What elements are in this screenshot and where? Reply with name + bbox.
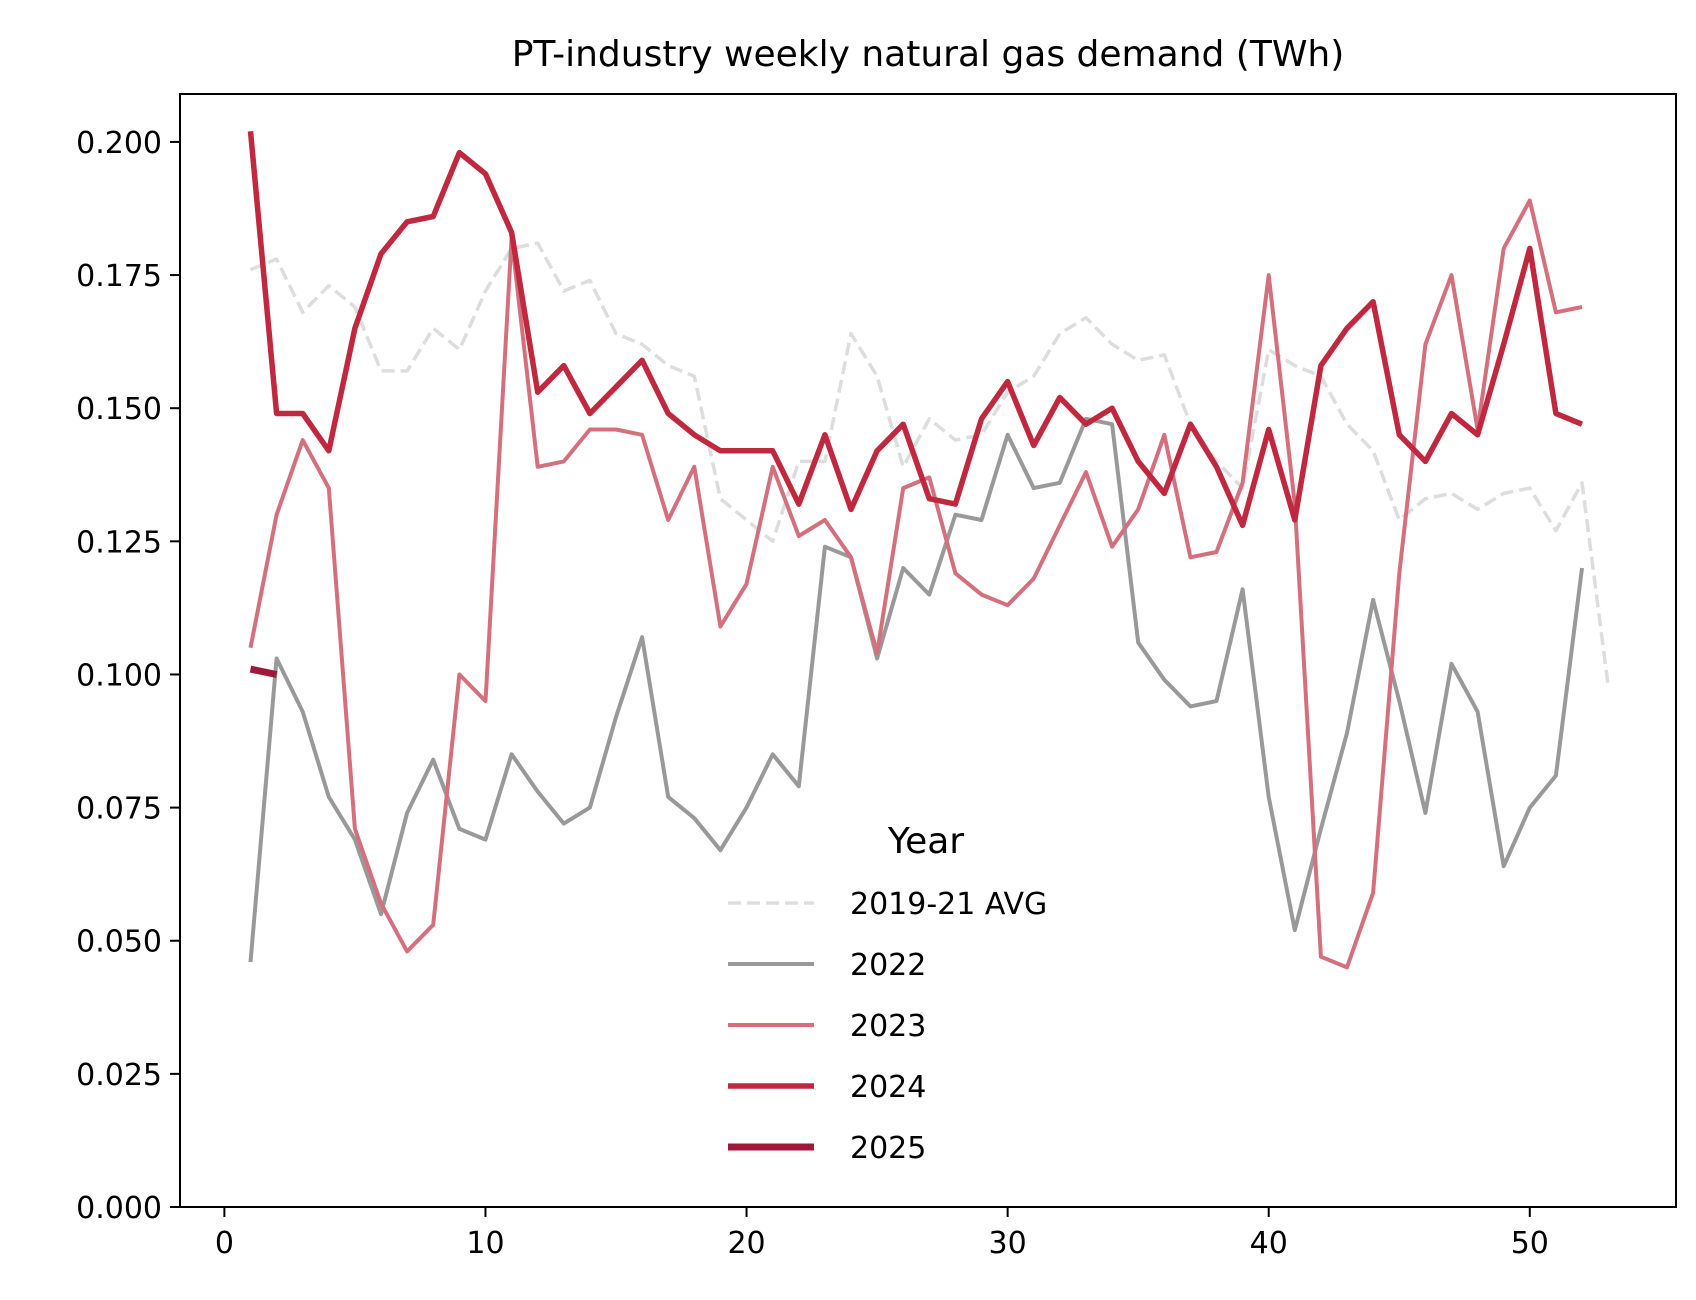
series-line-2 — [248, 198, 1583, 970]
legend-label: 2022 — [850, 948, 926, 983]
x-tick-label: 20 — [727, 1226, 765, 1261]
legend-title: Year — [887, 821, 964, 862]
y-tick-label: 0.175 — [76, 259, 162, 294]
series-line-0 — [249, 241, 1610, 686]
y-tick-label: 0.200 — [76, 126, 162, 161]
series-line-3 — [247, 131, 1584, 529]
x-tick-label: 10 — [466, 1226, 504, 1261]
legend-label: 2024 — [850, 1070, 926, 1105]
plot-frame — [179, 93, 1677, 1208]
y-tick-label: 0.150 — [76, 392, 162, 427]
series-line-4 — [249, 665, 278, 678]
x-tick-label: 0 — [215, 1226, 234, 1261]
legend: Year 2019-21 AVG 2022 2023 2024 2025 — [728, 821, 1047, 1166]
y-tick-label: 0.000 — [76, 1191, 162, 1226]
chart-title: PT-industry weekly natural gas demand (T… — [512, 34, 1345, 75]
y-tick-label: 0.050 — [76, 925, 162, 960]
x-tick-label: 40 — [1250, 1226, 1288, 1261]
x-tick-label: 30 — [989, 1226, 1027, 1261]
series-lines — [247, 131, 1610, 970]
y-tick-label: 0.075 — [76, 792, 162, 827]
y-tick-label: 0.025 — [76, 1058, 162, 1093]
legend-label: 2019-21 AVG — [850, 887, 1047, 922]
x-axis: 0 10 20 30 40 50 — [215, 1207, 1549, 1261]
y-tick-label: 0.125 — [76, 525, 162, 560]
series-line-1 — [248, 416, 1584, 963]
y-tick-label: 0.100 — [76, 658, 162, 693]
legend-label: 2023 — [850, 1009, 926, 1044]
y-axis: 0.000 0.025 0.050 0.075 0.100 0.125 0.150 0.175… — [76, 126, 180, 1226]
x-tick-label: 50 — [1511, 1226, 1549, 1261]
legend-label: 2025 — [850, 1131, 926, 1166]
